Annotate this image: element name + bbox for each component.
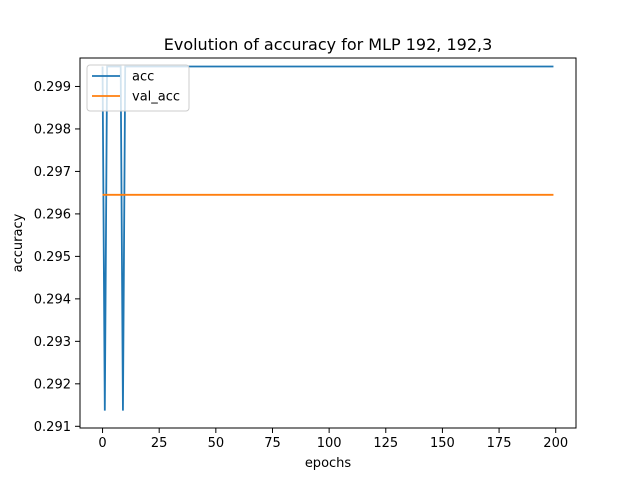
x-tick-label: 200 xyxy=(543,436,568,451)
y-tick-label: 0.291 xyxy=(34,420,71,435)
x-tick-label: 175 xyxy=(487,436,512,451)
y-tick-label: 0.298 xyxy=(34,122,71,137)
y-tick-label: 0.295 xyxy=(34,250,71,265)
x-tick-label: 125 xyxy=(373,436,398,451)
y-axis: 0.291 0.292 0.293 0.294 0.295 0.296 0.297 0.298… xyxy=(34,80,80,435)
legend-label-acc: acc xyxy=(132,70,154,85)
x-tick-label: 100 xyxy=(317,436,342,451)
y-axis-label: accuracy xyxy=(11,213,26,272)
legend: acc val_acc xyxy=(86,64,190,112)
x-axis: 0 25 50 75 100 125 150 175 200 xyxy=(98,428,568,451)
plot-area xyxy=(79,57,577,429)
x-tick-label: 50 xyxy=(208,436,225,451)
y-tick-label: 0.292 xyxy=(34,377,71,392)
y-tick-label: 0.293 xyxy=(34,335,71,350)
y-tick-label: 0.294 xyxy=(34,292,71,307)
series-line-acc xyxy=(101,65,554,411)
plot-frame xyxy=(79,57,577,429)
x-tick-label: 75 xyxy=(264,436,281,451)
y-tick-label: 0.296 xyxy=(34,207,71,222)
x-tick-label: 150 xyxy=(430,436,455,451)
series-layer xyxy=(101,65,554,411)
x-axis-label: epochs xyxy=(305,456,352,471)
y-tick-label: 0.299 xyxy=(34,80,71,95)
x-tick-label: 0 xyxy=(98,436,106,451)
legend-label-val-acc: val_acc xyxy=(132,90,180,105)
x-tick-label: 25 xyxy=(151,436,168,451)
chart-title: Evolution of accuracy for MLP 192, 192,3 xyxy=(164,35,493,54)
y-tick-label: 0.297 xyxy=(34,165,71,180)
